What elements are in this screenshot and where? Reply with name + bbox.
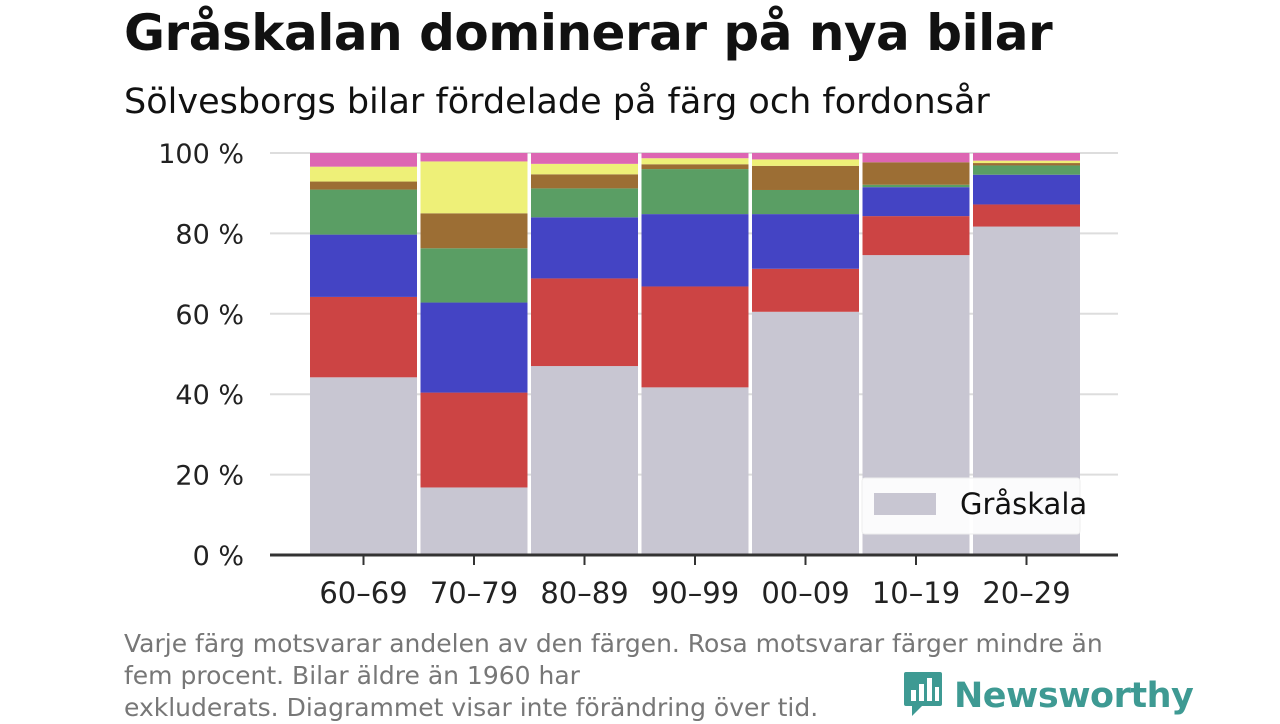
- bar-segment: [420, 302, 528, 393]
- bar-segment: [420, 392, 528, 488]
- bar-segment: [973, 204, 1080, 227]
- bar-segment: [420, 248, 528, 303]
- legend-swatch-graskala: [874, 493, 936, 515]
- newsworthy-logo-icon: [902, 670, 944, 722]
- bar-segment: [531, 188, 638, 218]
- bar-segment: [752, 189, 859, 215]
- y-tick-label: 20 %: [175, 461, 244, 492]
- bar-segment: [420, 487, 528, 555]
- bar-segment: [752, 311, 859, 555]
- y-tick-label: 40 %: [175, 380, 244, 411]
- y-axis: 0 % 20 % 40 % 60 % 80 % 100 %: [158, 139, 244, 572]
- bar-segment: [310, 296, 417, 378]
- bar-segment: [752, 159, 859, 166]
- bar-segment: [973, 160, 1080, 164]
- bar-segment: [531, 366, 638, 555]
- x-tick-label: 90–99: [651, 576, 739, 610]
- bar-segment: [310, 181, 417, 190]
- bar-segment: [973, 153, 1080, 161]
- bar-segment: [752, 268, 859, 312]
- bar-segment: [420, 213, 528, 249]
- bar-segment: [310, 189, 417, 235]
- bar-segment: [531, 278, 638, 367]
- chart-caption: Varje färg motsvarar andelen av den färg…: [124, 628, 1134, 724]
- caption-line-1: Varje färg motsvarar andelen av den färg…: [124, 629, 1103, 658]
- legend-label-graskala: Gråskala: [960, 487, 1087, 521]
- bar-segment: [862, 162, 970, 185]
- x-tick-label: 10–19: [872, 576, 960, 610]
- bar-segment: [641, 164, 749, 170]
- bar-segment: [862, 153, 970, 163]
- bar-segment: [310, 234, 417, 297]
- x-tick-label: 60–69: [319, 576, 407, 610]
- chart-subtitle: Sölvesborgs bilar fördelade på färg och …: [124, 82, 990, 122]
- chart-title: Gråskalan dominerar på nya bilar: [124, 4, 1053, 62]
- bars: [310, 153, 1080, 556]
- x-axis: 60–69 70–79 80–89 90–99 00–09 10–19 20–29: [270, 553, 1118, 610]
- bar-segment: [641, 387, 749, 555]
- bar-segment: [973, 163, 1080, 166]
- x-tick-label: 00–09: [761, 576, 849, 610]
- x-tick-label: 20–29: [982, 576, 1070, 610]
- bar-segment: [641, 214, 749, 287]
- caption-line-3: exkluderats. Diagrammet visar inte förän…: [124, 693, 819, 722]
- bar-segment: [862, 184, 970, 188]
- bar-segment: [531, 163, 638, 175]
- y-tick-label: 100 %: [158, 139, 244, 170]
- newsworthy-brand: Newsworthy: [902, 670, 1194, 722]
- bar-segment: [531, 174, 638, 189]
- bar-segment: [862, 187, 970, 217]
- bar-segment: [531, 217, 638, 279]
- bar-segment: [310, 166, 417, 182]
- bar-segment: [641, 153, 749, 159]
- bar-segment: [531, 153, 638, 164]
- y-tick-label: 80 %: [175, 219, 244, 250]
- legend-box: [861, 477, 1081, 535]
- bar-segment: [420, 161, 528, 214]
- x-tick-label: 80–89: [540, 576, 628, 610]
- bar-segment: [310, 153, 417, 167]
- bar-segment: [641, 286, 749, 388]
- y-tick-label: 60 %: [175, 300, 244, 331]
- bar-segment: [973, 165, 1080, 175]
- newsworthy-wordmark: Newsworthy: [954, 676, 1194, 716]
- bar-segment: [752, 153, 859, 160]
- bar-segment: [310, 377, 417, 555]
- bar-segment: [752, 214, 859, 269]
- bar-segment: [641, 169, 749, 215]
- bar-segment: [641, 158, 749, 165]
- bar-segment: [862, 216, 970, 256]
- x-tick-label: 70–79: [430, 576, 518, 610]
- bar-segment: [973, 174, 1080, 205]
- legend: Gråskala: [861, 477, 1087, 535]
- bar-segment: [420, 153, 528, 162]
- caption-line-2: fem procent. Bilar äldre än 1960 har: [124, 661, 580, 690]
- bar-segment: [752, 165, 859, 190]
- y-tick-label: 0 %: [193, 541, 244, 572]
